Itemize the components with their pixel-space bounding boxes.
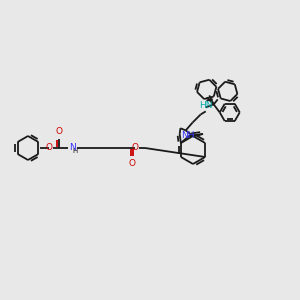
Text: HN: HN xyxy=(199,101,212,110)
Text: O: O xyxy=(131,143,139,152)
Text: NH: NH xyxy=(182,131,195,140)
Text: O: O xyxy=(56,127,62,136)
Text: N: N xyxy=(69,143,76,152)
Text: H: H xyxy=(73,148,78,154)
Text: O: O xyxy=(46,143,52,152)
Text: O: O xyxy=(128,159,136,168)
